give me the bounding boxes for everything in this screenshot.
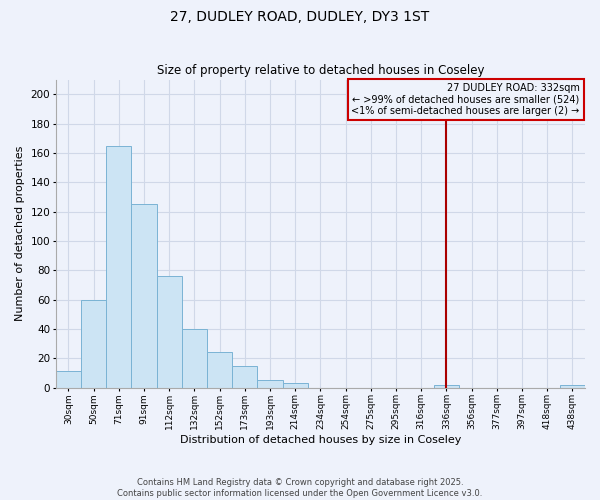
Bar bbox=[182, 329, 207, 388]
Bar bbox=[81, 300, 106, 388]
Bar bbox=[106, 146, 131, 388]
Text: 27 DUDLEY ROAD: 332sqm
← >99% of detached houses are smaller (524)
<1% of semi-d: 27 DUDLEY ROAD: 332sqm ← >99% of detache… bbox=[352, 82, 580, 116]
Bar bbox=[560, 384, 585, 388]
Bar bbox=[257, 380, 283, 388]
Text: 27, DUDLEY ROAD, DUDLEY, DY3 1ST: 27, DUDLEY ROAD, DUDLEY, DY3 1ST bbox=[170, 10, 430, 24]
Bar bbox=[207, 352, 232, 388]
Bar bbox=[283, 383, 308, 388]
Y-axis label: Number of detached properties: Number of detached properties bbox=[15, 146, 25, 321]
Title: Size of property relative to detached houses in Coseley: Size of property relative to detached ho… bbox=[157, 64, 484, 77]
Bar bbox=[434, 384, 459, 388]
Bar bbox=[232, 366, 257, 388]
Bar bbox=[157, 276, 182, 388]
Text: Contains HM Land Registry data © Crown copyright and database right 2025.
Contai: Contains HM Land Registry data © Crown c… bbox=[118, 478, 482, 498]
Bar bbox=[131, 204, 157, 388]
Bar bbox=[56, 372, 81, 388]
X-axis label: Distribution of detached houses by size in Coseley: Distribution of detached houses by size … bbox=[180, 435, 461, 445]
